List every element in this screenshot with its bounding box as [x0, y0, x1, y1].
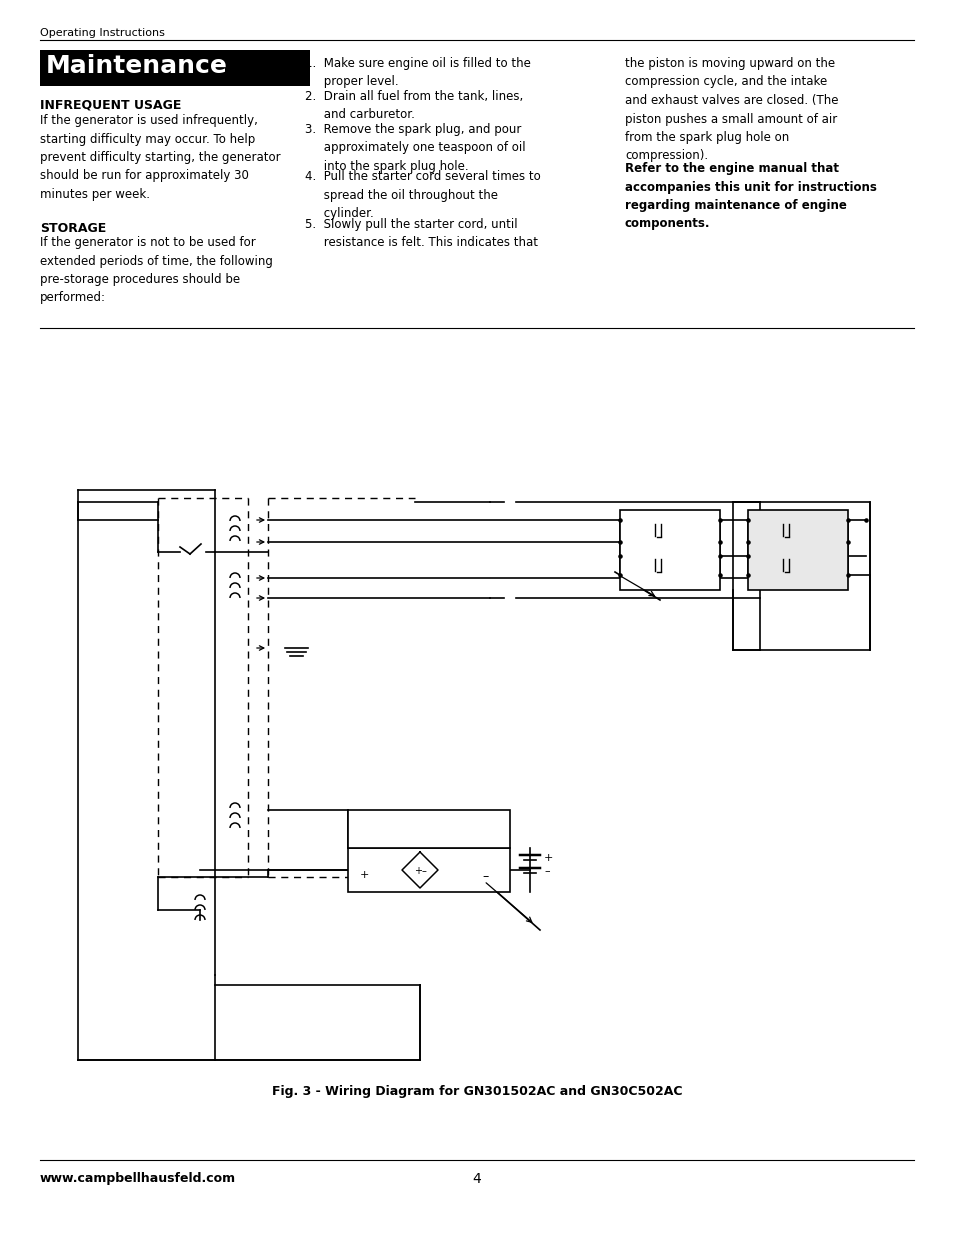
- Text: 2.  Drain all fuel from the tank, lines,
     and carburetor.: 2. Drain all fuel from the tank, lines, …: [305, 90, 522, 121]
- Bar: [732, 501, 869, 650]
- Text: Fig. 3 - Wiring Diagram for GN301502AC and GN30C502AC: Fig. 3 - Wiring Diagram for GN301502AC a…: [272, 1086, 681, 1098]
- Text: 3.  Remove the spark plug, and pour
     approximately one teaspoon of oil
     : 3. Remove the spark plug, and pour appro…: [305, 124, 525, 173]
- Bar: [348, 810, 510, 848]
- Text: Maintenance: Maintenance: [46, 54, 228, 78]
- Text: INFREQUENT USAGE: INFREQUENT USAGE: [40, 98, 181, 111]
- Text: +: +: [414, 866, 421, 876]
- Text: +: +: [543, 853, 553, 863]
- Bar: [40, 49, 310, 86]
- Text: www.campbellhausfeld.com: www.campbellhausfeld.com: [40, 1172, 236, 1186]
- Text: the piston is moving upward on the
compression cycle, and the intake
and exhaust: the piston is moving upward on the compr…: [624, 57, 838, 163]
- Text: +: +: [359, 869, 369, 881]
- Text: Refer to the engine manual that
accompanies this unit for instructions
regarding: Refer to the engine manual that accompan…: [624, 162, 876, 231]
- Text: If the generator is used infrequently,
starting difficulty may occur. To help
pr: If the generator is used infrequently, s…: [40, 114, 280, 201]
- Bar: [747, 510, 847, 590]
- Text: 4: 4: [472, 1172, 481, 1186]
- Text: STORAGE: STORAGE: [40, 222, 106, 235]
- Text: If the generator is not to be used for
extended periods of time, the following
p: If the generator is not to be used for e…: [40, 236, 273, 305]
- Text: 1.  Make sure engine oil is filled to the
     proper level.: 1. Make sure engine oil is filled to the…: [305, 57, 530, 89]
- Text: –: –: [481, 869, 488, 883]
- Bar: [619, 510, 720, 590]
- Text: –: –: [543, 866, 549, 876]
- Text: –: –: [421, 866, 426, 876]
- Text: 5.  Slowly pull the starter cord, until
     resistance is felt. This indicates : 5. Slowly pull the starter cord, until r…: [305, 219, 537, 249]
- Text: 4.  Pull the starter cord several times to
     spread the oil throughout the
  : 4. Pull the starter cord several times t…: [305, 170, 540, 221]
- Bar: [348, 848, 510, 892]
- Text: Operating Instructions: Operating Instructions: [40, 28, 165, 38]
